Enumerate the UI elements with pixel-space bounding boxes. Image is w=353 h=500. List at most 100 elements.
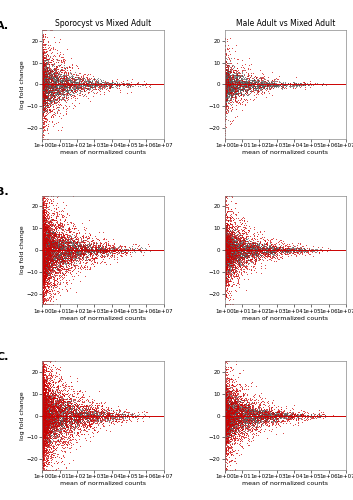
Point <box>244 240 250 248</box>
Point <box>265 82 271 90</box>
Point <box>46 394 52 402</box>
Point <box>222 433 227 441</box>
Point <box>85 234 91 242</box>
Point <box>62 236 67 244</box>
Point <box>116 408 122 416</box>
Point <box>223 407 229 415</box>
Point <box>129 76 135 84</box>
Point <box>222 96 228 104</box>
Point <box>53 252 59 260</box>
Point <box>274 414 280 422</box>
Point <box>138 246 144 254</box>
Point <box>245 416 251 424</box>
Point <box>233 421 238 429</box>
Point <box>229 250 235 258</box>
Point <box>296 81 302 89</box>
Point <box>102 246 108 254</box>
Point <box>258 79 263 87</box>
Point <box>56 92 62 100</box>
Point <box>239 404 245 412</box>
Point <box>40 424 46 432</box>
Point <box>222 246 227 254</box>
Point <box>55 414 60 422</box>
Point <box>224 434 230 442</box>
Point <box>42 466 48 474</box>
Point <box>225 236 230 244</box>
Point <box>222 86 228 94</box>
Point <box>289 410 295 418</box>
Point <box>44 375 49 383</box>
Point <box>298 410 303 418</box>
Point <box>222 72 228 80</box>
Point <box>40 422 46 430</box>
Point <box>64 63 69 71</box>
Point <box>226 258 232 266</box>
Point <box>41 238 46 246</box>
Point <box>43 225 48 233</box>
Point <box>55 244 61 252</box>
Point <box>224 390 229 398</box>
Point <box>53 409 58 417</box>
Point <box>40 389 45 397</box>
Point <box>46 450 52 458</box>
Point <box>65 401 71 409</box>
Point <box>223 250 229 258</box>
Point <box>270 414 276 422</box>
Point <box>73 84 79 92</box>
Point <box>78 244 83 252</box>
Point <box>58 414 63 422</box>
Point <box>269 248 274 256</box>
Point <box>227 234 233 242</box>
Point <box>222 405 227 413</box>
Point <box>84 80 89 88</box>
Point <box>222 408 228 416</box>
Point <box>253 414 259 422</box>
Point <box>222 250 228 258</box>
Point <box>61 409 66 417</box>
Point <box>82 90 87 98</box>
Point <box>128 411 133 419</box>
Point <box>44 420 50 428</box>
Point <box>44 240 50 248</box>
Point <box>69 419 74 427</box>
Point <box>250 408 256 416</box>
Point <box>234 402 240 409</box>
Point <box>264 242 269 250</box>
Point <box>44 245 49 253</box>
Point <box>65 83 70 91</box>
Point <box>40 80 46 88</box>
Point <box>53 237 58 245</box>
Point <box>40 414 46 422</box>
Point <box>231 236 236 244</box>
Point <box>92 416 98 424</box>
Point <box>46 362 52 370</box>
Point <box>222 203 228 211</box>
Point <box>222 422 227 430</box>
Point <box>73 404 78 412</box>
Point <box>65 253 70 261</box>
Point <box>222 238 228 246</box>
Point <box>40 74 45 82</box>
Point <box>47 249 53 257</box>
Point <box>252 86 258 94</box>
Point <box>273 79 279 87</box>
Point <box>44 264 50 272</box>
Point <box>222 255 227 263</box>
Point <box>51 50 57 58</box>
Point <box>88 407 94 415</box>
Point <box>222 408 227 416</box>
Point <box>42 246 47 254</box>
Point <box>46 274 52 282</box>
Point <box>47 251 53 259</box>
Point <box>236 244 242 252</box>
Point <box>285 242 290 250</box>
Point <box>222 407 227 415</box>
Point <box>65 244 71 252</box>
Point <box>292 410 298 418</box>
Point <box>228 78 234 86</box>
Point <box>258 246 264 254</box>
Point <box>44 242 50 250</box>
Point <box>227 227 233 235</box>
Point <box>61 409 67 417</box>
Point <box>239 248 244 256</box>
